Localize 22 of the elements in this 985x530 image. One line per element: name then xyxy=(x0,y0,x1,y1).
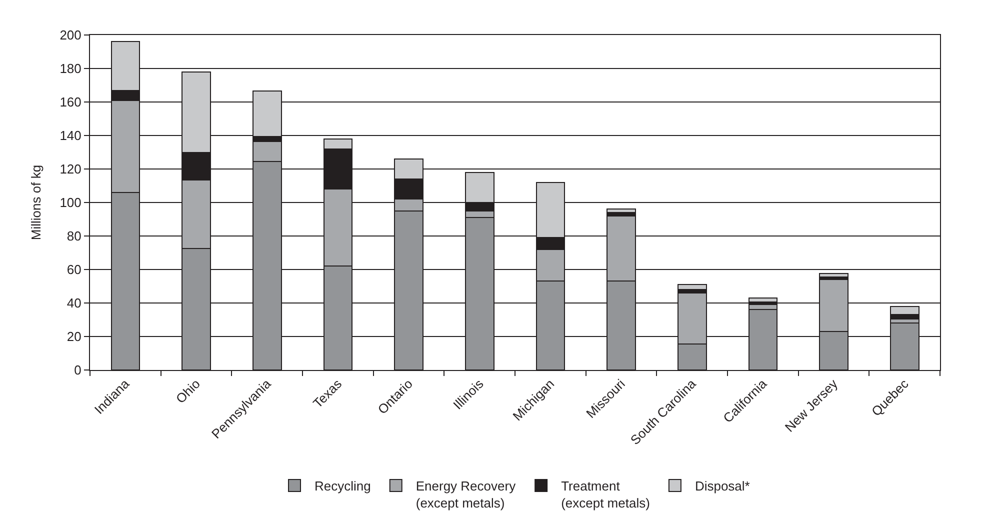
y-tick-label: 100 xyxy=(60,195,82,210)
bar xyxy=(819,273,848,278)
bar xyxy=(890,306,920,316)
y-axis-title: Millions of kg xyxy=(28,164,44,240)
y-tick-label: 60 xyxy=(66,262,82,278)
y-tick-label: 160 xyxy=(60,94,82,110)
legend-label: Energy Recovery (except metals) xyxy=(416,478,516,510)
y-tick-label: 120 xyxy=(60,162,82,177)
legend-label: Treatment (except metals) xyxy=(561,478,650,510)
y-tick-label: 0 xyxy=(74,362,82,378)
y-tick-label: 80 xyxy=(66,228,82,244)
y-tick-label: 200 xyxy=(60,28,82,43)
y-tick-label: 140 xyxy=(60,128,82,144)
x-tick-label: Ohio xyxy=(172,376,203,406)
y-tick-label: 40 xyxy=(66,296,82,311)
bar xyxy=(748,297,778,303)
y-tick-label: 180 xyxy=(60,61,82,76)
legend-label: Recycling xyxy=(314,478,371,494)
legend-label: Disposal* xyxy=(694,478,750,494)
bar xyxy=(677,284,707,290)
bar xyxy=(606,208,636,214)
y-tick-label: 20 xyxy=(66,329,82,344)
